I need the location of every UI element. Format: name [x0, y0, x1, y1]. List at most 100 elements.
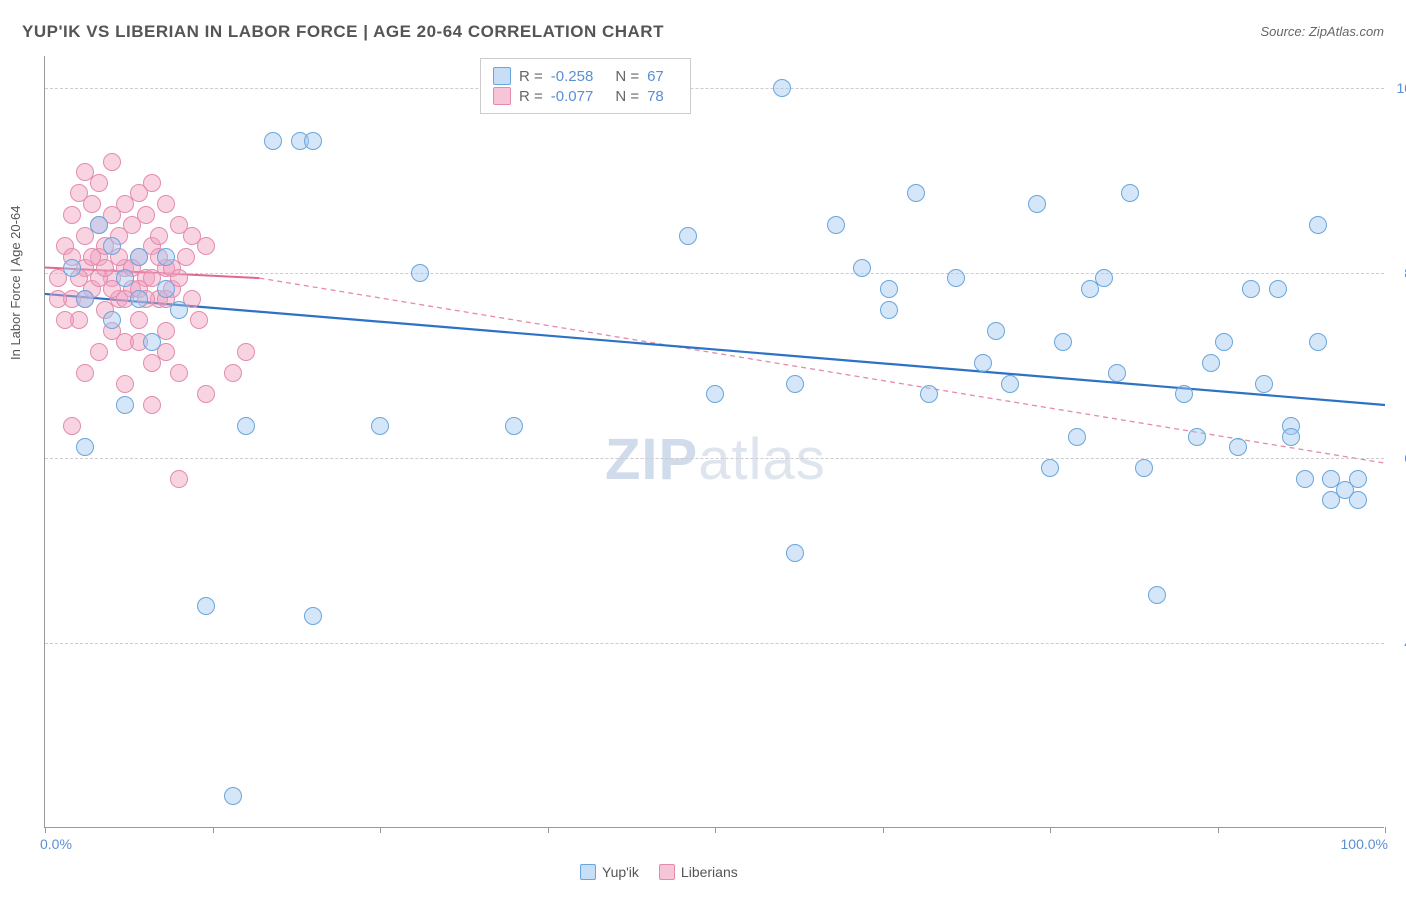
- data-point-liberians: [150, 227, 168, 245]
- data-point-yupik: [1202, 354, 1220, 372]
- data-point-yupik: [1255, 375, 1273, 393]
- data-point-yupik: [157, 248, 175, 266]
- data-point-yupik: [170, 301, 188, 319]
- data-point-yupik: [1282, 428, 1300, 446]
- data-point-liberians: [197, 237, 215, 255]
- legend-item-yupik: Yup'ik: [580, 864, 639, 880]
- data-point-yupik: [90, 216, 108, 234]
- data-point-liberians: [90, 343, 108, 361]
- data-point-yupik: [130, 248, 148, 266]
- gridline: [45, 458, 1384, 459]
- data-point-liberians: [116, 375, 134, 393]
- data-point-liberians: [170, 470, 188, 488]
- data-point-yupik: [786, 544, 804, 562]
- data-point-liberians: [63, 206, 81, 224]
- data-point-yupik: [505, 417, 523, 435]
- data-point-yupik: [920, 385, 938, 403]
- data-point-yupik: [116, 269, 134, 287]
- correlation-legend: R = -0.258 N = 67 R = -0.077 N = 78: [480, 58, 691, 114]
- data-point-yupik: [880, 280, 898, 298]
- data-point-liberians: [83, 195, 101, 213]
- data-point-yupik: [1175, 385, 1193, 403]
- data-point-yupik: [76, 290, 94, 308]
- legend-swatch-liberians: [493, 87, 511, 105]
- data-point-liberians: [197, 385, 215, 403]
- data-point-liberians: [143, 174, 161, 192]
- data-point-yupik: [1269, 280, 1287, 298]
- data-point-yupik: [1215, 333, 1233, 351]
- data-point-yupik: [371, 417, 389, 435]
- source-credit: Source: ZipAtlas.com: [1260, 24, 1384, 39]
- plot-area: ZIPatlas 100.0%82.5%65.0%47.5%: [44, 56, 1384, 828]
- x-tick: [1385, 827, 1386, 833]
- data-point-liberians: [157, 195, 175, 213]
- data-point-yupik: [1041, 459, 1059, 477]
- data-point-yupik: [157, 280, 175, 298]
- chart-container: YUP'IK VS LIBERIAN IN LABOR FORCE | AGE …: [0, 0, 1406, 892]
- data-point-liberians: [56, 311, 74, 329]
- data-point-yupik: [987, 322, 1005, 340]
- data-point-yupik: [1108, 364, 1126, 382]
- data-point-liberians: [76, 364, 94, 382]
- data-point-liberians: [237, 343, 255, 361]
- data-point-yupik: [1054, 333, 1072, 351]
- y-tick-label: 100.0%: [1397, 80, 1406, 96]
- data-point-yupik: [264, 132, 282, 150]
- legend-row-yupik: R = -0.258 N = 67: [493, 67, 678, 85]
- data-point-yupik: [1001, 375, 1019, 393]
- data-point-yupik: [1095, 269, 1113, 287]
- data-point-yupik: [1188, 428, 1206, 446]
- data-point-yupik: [116, 396, 134, 414]
- x-tick: [45, 827, 46, 833]
- data-point-liberians: [224, 364, 242, 382]
- data-point-yupik: [237, 417, 255, 435]
- x-tick: [380, 827, 381, 833]
- data-point-yupik: [143, 333, 161, 351]
- data-point-liberians: [170, 364, 188, 382]
- data-point-yupik: [1296, 470, 1314, 488]
- trend-lines: [45, 56, 1385, 828]
- data-point-yupik: [1349, 470, 1367, 488]
- series-legend: Yup'ik Liberians: [580, 864, 738, 880]
- data-point-liberians: [63, 417, 81, 435]
- data-point-yupik: [304, 132, 322, 150]
- data-point-yupik: [947, 269, 965, 287]
- legend-swatch-yupik-icon: [580, 864, 596, 880]
- x-tick: [213, 827, 214, 833]
- data-point-yupik: [1028, 195, 1046, 213]
- legend-swatch-yupik: [493, 67, 511, 85]
- data-point-yupik: [1309, 333, 1327, 351]
- x-tick: [883, 827, 884, 833]
- data-point-yupik: [827, 216, 845, 234]
- data-point-yupik: [907, 184, 925, 202]
- data-point-yupik: [197, 597, 215, 615]
- data-point-yupik: [1148, 586, 1166, 604]
- chart-title: YUP'IK VS LIBERIAN IN LABOR FORCE | AGE …: [22, 22, 664, 42]
- data-point-yupik: [853, 259, 871, 277]
- x-tick: [1050, 827, 1051, 833]
- data-point-yupik: [974, 354, 992, 372]
- data-point-yupik: [1068, 428, 1086, 446]
- data-point-yupik: [103, 237, 121, 255]
- data-point-yupik: [304, 607, 322, 625]
- data-point-yupik: [130, 290, 148, 308]
- y-axis-label: In Labor Force | Age 20-64: [8, 206, 23, 360]
- data-point-yupik: [706, 385, 724, 403]
- data-point-yupik: [679, 227, 697, 245]
- data-point-yupik: [1229, 438, 1247, 456]
- x-tick: [715, 827, 716, 833]
- gridline: [45, 88, 1384, 89]
- data-point-yupik: [786, 375, 804, 393]
- x-axis-max-label: 100.0%: [1341, 836, 1388, 920]
- data-point-liberians: [130, 311, 148, 329]
- data-point-yupik: [224, 787, 242, 805]
- data-point-yupik: [1309, 216, 1327, 234]
- data-point-yupik: [1242, 280, 1260, 298]
- x-tick: [548, 827, 549, 833]
- data-point-yupik: [773, 79, 791, 97]
- legend-row-liberians: R = -0.077 N = 78: [493, 87, 678, 105]
- legend-item-liberians: Liberians: [659, 864, 738, 880]
- x-axis-min-label: 0.0%: [40, 836, 72, 920]
- data-point-yupik: [103, 311, 121, 329]
- data-point-liberians: [90, 174, 108, 192]
